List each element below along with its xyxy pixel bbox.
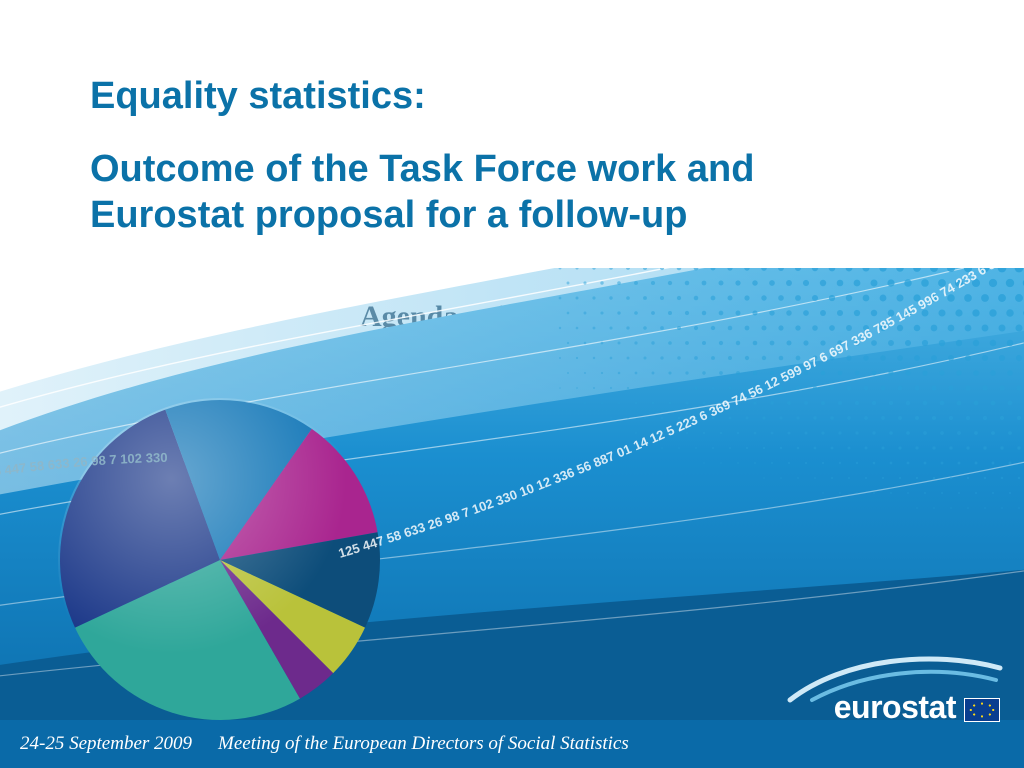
footer-date: 24-25 September 2009 <box>20 733 192 755</box>
svg-text:125 447 58 633 26 98 7 102 330: 125 447 58 633 26 98 7 102 330 <box>0 450 168 481</box>
eurostat-logo: eurostat <box>834 689 1000 726</box>
agenda-point: Agenda point 4.4 <box>360 300 578 334</box>
pie-slice <box>220 532 380 627</box>
number-ribbon-left: 125 447 58 633 26 98 7 102 330 <box>0 450 168 481</box>
eu-flag-icon <box>964 698 1000 722</box>
footer-bar: 24-25 September 2009 Meeting of the Euro… <box>0 720 1024 768</box>
pie-slice <box>220 429 378 560</box>
pie-slice <box>60 410 220 628</box>
slide: Equality statistics: Outcome of the Task… <box>0 0 1024 768</box>
footer-meeting: Meeting of the European Directors of Soc… <box>218 733 629 755</box>
title-line1: Equality statistics: <box>90 75 850 118</box>
pie-slice <box>220 560 365 673</box>
eurostat-wordmark: eurostat <box>834 689 956 726</box>
title-block: Equality statistics: Outcome of the Task… <box>90 75 850 239</box>
pie-slice <box>165 400 311 560</box>
pie-slice <box>75 560 300 720</box>
title-line2: Outcome of the Task Force work and Euros… <box>90 146 850 239</box>
pie-slice <box>220 560 333 699</box>
